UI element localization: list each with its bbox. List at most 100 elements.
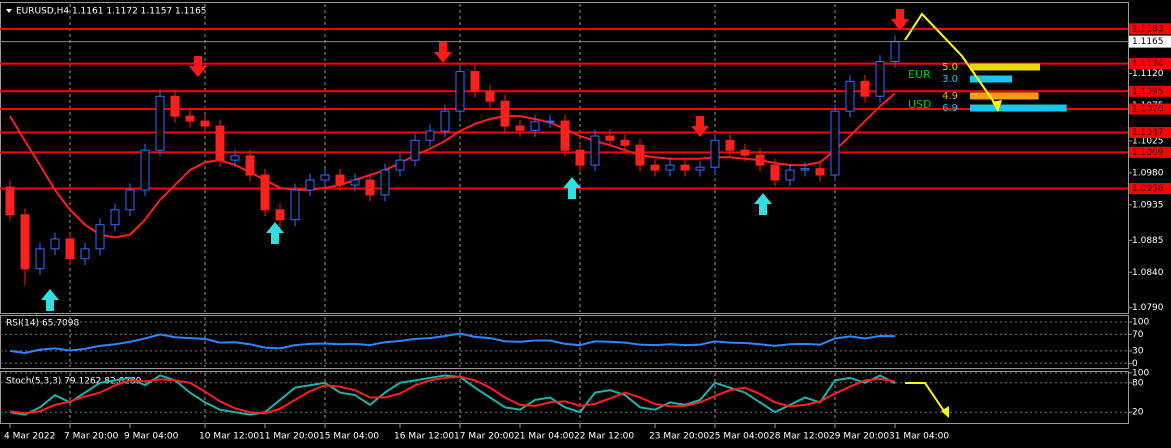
stoch-title: Stoch(5,3,3) 79.1262 82.8289 [6, 377, 142, 387]
level-label-box [1129, 146, 1171, 158]
candle-body [680, 164, 690, 171]
candle-body [770, 164, 780, 181]
level-label: 1.1037 [1132, 128, 1164, 138]
x-tick-label: 16 Mar 12:00 [394, 432, 454, 442]
level-label: 1.0958 [1132, 184, 1164, 194]
candle-body [125, 189, 135, 211]
forecast-head [992, 100, 1002, 112]
stoch-forecast-head [941, 406, 949, 418]
current-price-label: 1.1165 [1132, 37, 1164, 47]
candle-body [110, 209, 120, 226]
strength-value: 5.0 [942, 62, 958, 73]
x-tick-label: 10 Mar 12:00 [199, 432, 259, 442]
strength-value: 3.0 [942, 74, 958, 85]
strength-bar [970, 104, 1067, 112]
y-tick-label: 1.0840 [1132, 268, 1164, 278]
candle-body [470, 70, 480, 92]
x-tick-label: 21 Mar 04:00 [514, 432, 574, 442]
candle-body [710, 139, 720, 168]
candle-body [875, 60, 885, 97]
candle-body [785, 169, 795, 181]
moving-average [9, 92, 896, 239]
y-tick-label: 1.0935 [1132, 200, 1164, 210]
candle-body [290, 189, 300, 221]
candle-body [350, 179, 360, 186]
candle-body [305, 179, 315, 191]
candle-body [560, 120, 570, 151]
candle-body [365, 179, 375, 196]
rsi-frame [0, 315, 1129, 369]
strength-value: 6.9 [942, 103, 958, 114]
y-tick-label: 1.0980 [1132, 168, 1164, 178]
candle-body [410, 139, 420, 161]
candle-body [455, 70, 465, 112]
candle-body [545, 120, 555, 123]
candle-body [65, 238, 75, 260]
level-label: 1.1134 [1132, 59, 1164, 69]
candle-body [245, 155, 255, 176]
candle-body [620, 139, 630, 146]
stoch-forecast-path [905, 382, 947, 415]
candle-body [35, 248, 45, 270]
sell-arrow [691, 116, 709, 137]
y-tick-label: 1.0885 [1132, 236, 1164, 246]
candle-body [140, 149, 150, 191]
indicator-line [9, 374, 896, 416]
buy-arrow [266, 222, 284, 244]
x-tick-label: 28 Mar 12:00 [769, 432, 829, 442]
x-tick-label: 15 Mar 04:00 [319, 432, 379, 442]
currency-name: USD [908, 98, 932, 111]
sell-arrow [434, 42, 452, 63]
signal-arrows [41, 9, 1002, 418]
y-tick-label: 20 [1132, 408, 1144, 418]
currency-name: EUR [908, 68, 931, 81]
candle-body [650, 164, 660, 171]
level-label-box [1129, 183, 1171, 195]
candle-body [860, 80, 870, 97]
candle-body [260, 174, 270, 211]
buy-arrows [41, 177, 772, 311]
sell-arrows [189, 9, 909, 137]
candle-body [50, 238, 60, 250]
candle-body [845, 80, 855, 112]
y-tick-label: 100 [1132, 369, 1149, 379]
x-tick-label: 29 Mar 20:00 [829, 432, 889, 442]
candle-body [200, 120, 210, 127]
candle-body [395, 159, 405, 171]
candle-body [890, 41, 900, 62]
marks: 1.11201.10751.10251.09801.09351.08851.08… [0, 4, 1171, 442]
level-label: 1.1183 [1132, 24, 1164, 34]
strength-value: 4.9 [942, 91, 958, 102]
level-label-box [1129, 126, 1171, 138]
level-label-box [1129, 103, 1171, 115]
candle-body [425, 130, 435, 141]
candle-body [815, 168, 825, 176]
y-tick-label: 1.1120 [1132, 69, 1164, 79]
candle-body [635, 144, 645, 166]
x-tick-label: 7 Mar 20:00 [64, 432, 119, 442]
x-tick-label: 11 Mar 20:00 [259, 432, 319, 442]
candle-body [755, 154, 765, 166]
level-label-box [1129, 85, 1171, 97]
menu-triangle[interactable] [6, 9, 12, 13]
candle-body [80, 248, 90, 260]
panel-frames [0, 2, 1129, 424]
candle-body [695, 166, 705, 171]
candle-body [155, 95, 165, 151]
level-label-box [1129, 23, 1171, 35]
buy-arrow [754, 193, 772, 215]
level-label: 1.1070 [1132, 105, 1164, 115]
candle-body [215, 125, 225, 161]
candle-body [485, 90, 495, 102]
indicator-line [9, 332, 896, 354]
candle-body [230, 155, 240, 161]
indicator-line [9, 375, 896, 415]
candle-body [185, 115, 195, 122]
candle-body [20, 214, 30, 270]
symbol-header: EURUSD,H4 1.1161 1.1172 1.1157 1.1165 [16, 7, 207, 17]
x-tick-label: 9 Mar 04:00 [124, 432, 179, 442]
y-tick-label: 0 [1132, 359, 1138, 369]
candle-body [275, 209, 285, 221]
x-tick-label: 25 Mar 04:00 [709, 432, 769, 442]
